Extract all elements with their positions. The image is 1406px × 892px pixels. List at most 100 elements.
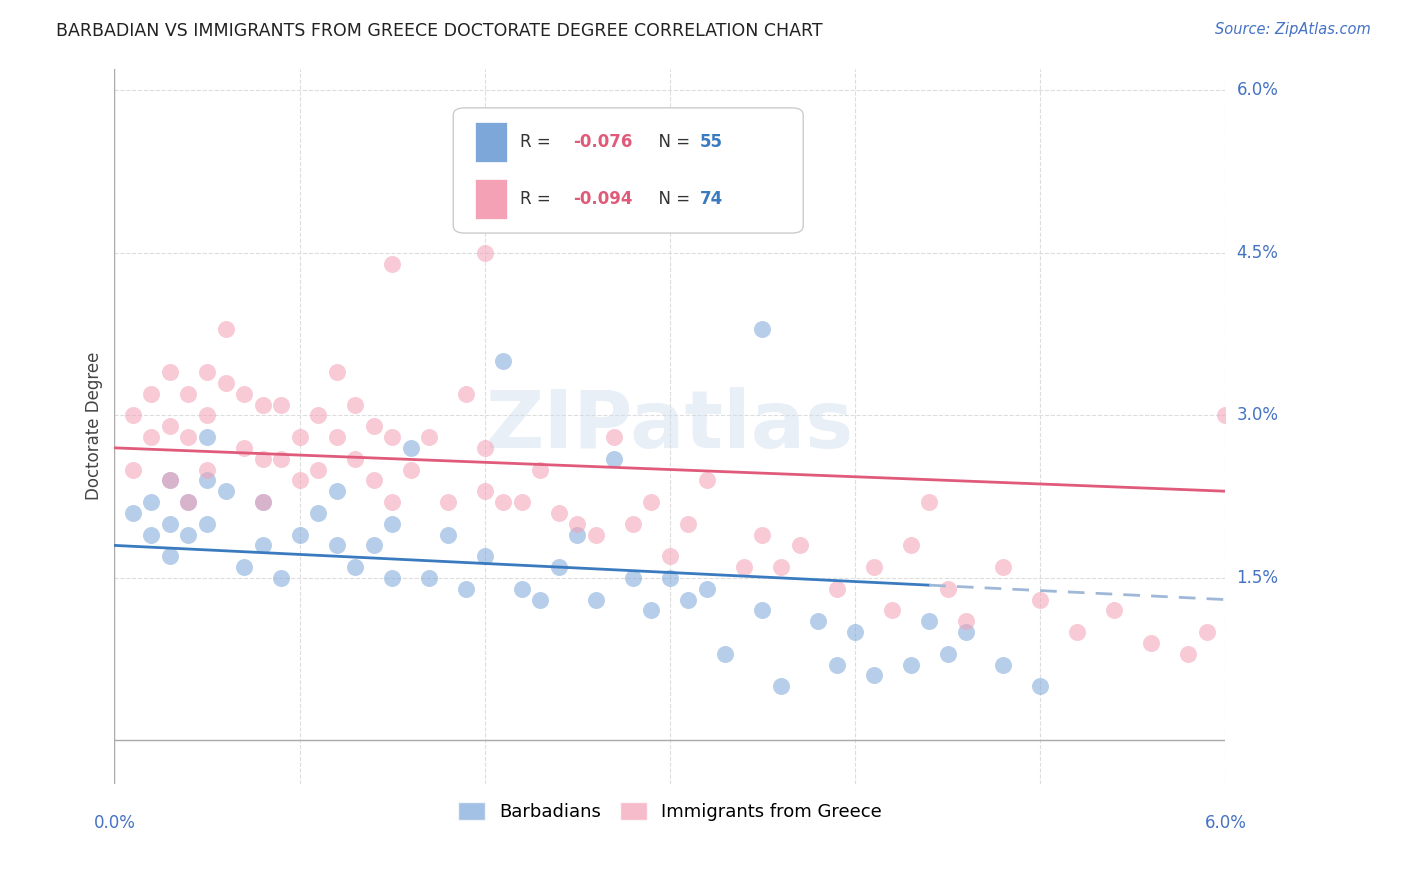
Point [325, 538, 347, 552]
Point [751, 321, 773, 335]
Point [141, 495, 163, 509]
Point [844, 625, 866, 640]
Text: 6.0%: 6.0% [1205, 814, 1246, 832]
Point [122, 462, 145, 476]
Point [955, 614, 977, 628]
Point [640, 495, 662, 509]
Point [363, 538, 385, 552]
Point [936, 647, 959, 661]
Point [436, 495, 458, 509]
Text: 6.0%: 6.0% [1236, 81, 1278, 99]
Text: BARBADIAN VS IMMIGRANTS FROM GREECE DOCTORATE DEGREE CORRELATION CHART: BARBADIAN VS IMMIGRANTS FROM GREECE DOCT… [56, 22, 823, 40]
Point [567, 527, 589, 541]
Point [381, 571, 404, 585]
Point [270, 397, 292, 411]
Point [1029, 679, 1052, 693]
Point [363, 419, 385, 434]
Point [936, 582, 959, 596]
Text: 55: 55 [700, 133, 723, 151]
Point [288, 474, 311, 488]
Point [474, 245, 496, 260]
Text: -0.076: -0.076 [574, 133, 633, 151]
Point [177, 430, 200, 444]
Point [195, 430, 218, 444]
Point [456, 386, 478, 401]
Point [270, 451, 292, 466]
Point [381, 257, 404, 271]
Point [900, 657, 922, 672]
Point [159, 474, 181, 488]
Point [789, 538, 811, 552]
Point [621, 516, 644, 531]
Point [1215, 409, 1237, 423]
Point [177, 527, 200, 541]
Text: N =: N = [648, 133, 695, 151]
Point [233, 441, 256, 455]
Point [270, 571, 292, 585]
Point [141, 527, 163, 541]
Point [603, 430, 626, 444]
Point [195, 516, 218, 531]
Text: R =: R = [520, 190, 555, 208]
Text: 1.5%: 1.5% [1236, 569, 1278, 587]
Point [177, 495, 200, 509]
Point [862, 668, 884, 682]
Point [510, 582, 533, 596]
FancyBboxPatch shape [453, 108, 803, 233]
Point [474, 484, 496, 499]
Point [233, 386, 256, 401]
Point [1177, 647, 1199, 661]
Point [381, 430, 404, 444]
Point [252, 451, 274, 466]
Text: Source: ZipAtlas.com: Source: ZipAtlas.com [1215, 22, 1371, 37]
Point [1195, 625, 1218, 640]
Point [399, 441, 422, 455]
Point [195, 462, 218, 476]
Point [122, 409, 145, 423]
Point [214, 321, 236, 335]
Point [714, 647, 737, 661]
Text: 3.0%: 3.0% [1236, 407, 1278, 425]
Point [751, 603, 773, 617]
Point [381, 495, 404, 509]
Point [233, 560, 256, 574]
Text: N =: N = [648, 190, 695, 208]
Point [621, 571, 644, 585]
Point [1029, 592, 1052, 607]
Point [307, 409, 329, 423]
Point [159, 474, 181, 488]
Point [769, 679, 792, 693]
Point [307, 462, 329, 476]
Point [733, 560, 755, 574]
Text: 74: 74 [700, 190, 723, 208]
Point [252, 538, 274, 552]
Point [955, 625, 977, 640]
Text: 0.0%: 0.0% [93, 814, 135, 832]
Point [751, 192, 773, 206]
Point [474, 549, 496, 564]
Point [288, 527, 311, 541]
Text: -0.094: -0.094 [574, 190, 633, 208]
Point [214, 484, 236, 499]
Point [363, 474, 385, 488]
Point [344, 451, 367, 466]
Point [603, 451, 626, 466]
Point [529, 592, 551, 607]
Point [585, 592, 607, 607]
Bar [475, 122, 506, 161]
Point [918, 495, 941, 509]
Point [381, 516, 404, 531]
Point [993, 560, 1015, 574]
Point [492, 495, 515, 509]
Point [807, 614, 830, 628]
Point [252, 495, 274, 509]
Point [177, 495, 200, 509]
Point [696, 474, 718, 488]
Point [159, 549, 181, 564]
Point [474, 441, 496, 455]
Bar [475, 179, 506, 219]
Point [159, 516, 181, 531]
Point [585, 527, 607, 541]
Point [900, 538, 922, 552]
Point [696, 582, 718, 596]
